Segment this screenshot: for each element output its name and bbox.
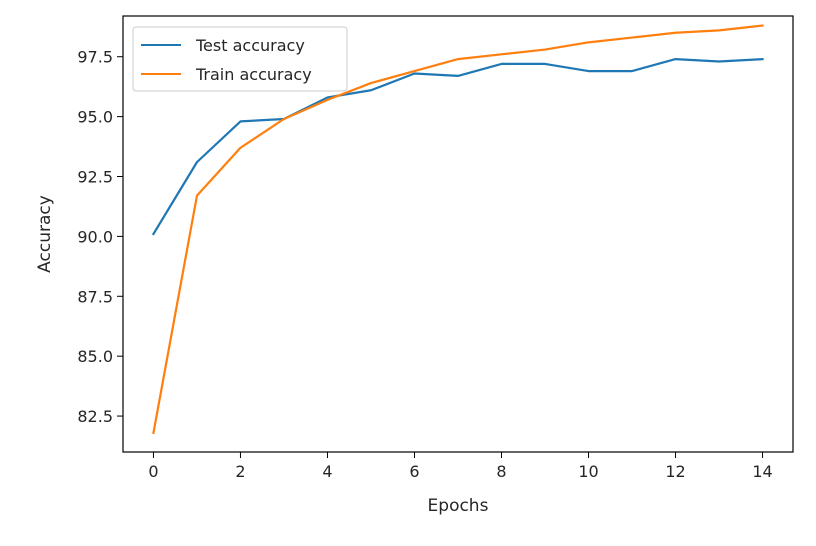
y-tick-label: 87.5 — [77, 287, 113, 306]
x-tick-label: 4 — [322, 462, 332, 481]
series-line-test-accuracy — [151, 57, 764, 236]
y-tick-label: 92.5 — [77, 168, 113, 187]
x-axis-label: Epochs — [428, 496, 489, 516]
series-layer — [151, 24, 764, 435]
legend-label-train-accuracy: Train accuracy — [195, 65, 312, 84]
y-tick-label: 82.5 — [77, 407, 113, 426]
y-axis-label: Accuracy — [35, 195, 55, 273]
y-tick-label: 90.0 — [77, 227, 113, 246]
x-tick-label: 14 — [752, 462, 772, 481]
y-axis: 82.5 85.0 87.5 90.0 92.5 95.0 97.5 — [77, 48, 123, 426]
x-tick-label: 10 — [578, 462, 598, 481]
plot-frame — [122, 15, 794, 453]
x-tick-label: 12 — [665, 462, 685, 481]
y-tick-label: 97.5 — [77, 48, 113, 67]
series-line-train-accuracy — [152, 24, 764, 435]
legend: Test accuracy Train accuracy — [132, 26, 348, 92]
x-tick-label: 0 — [148, 462, 158, 481]
x-tick-label: 6 — [409, 462, 419, 481]
x-tick-label: 2 — [235, 462, 245, 481]
legend-box — [132, 26, 348, 92]
x-tick-label: 8 — [496, 462, 506, 481]
x-axis: 0 2 4 6 8 10 12 14 — [148, 452, 773, 481]
y-tick-label: 95.0 — [77, 108, 113, 127]
legend-label-test-accuracy: Test accuracy — [195, 36, 305, 55]
y-tick-label: 85.0 — [77, 347, 113, 366]
